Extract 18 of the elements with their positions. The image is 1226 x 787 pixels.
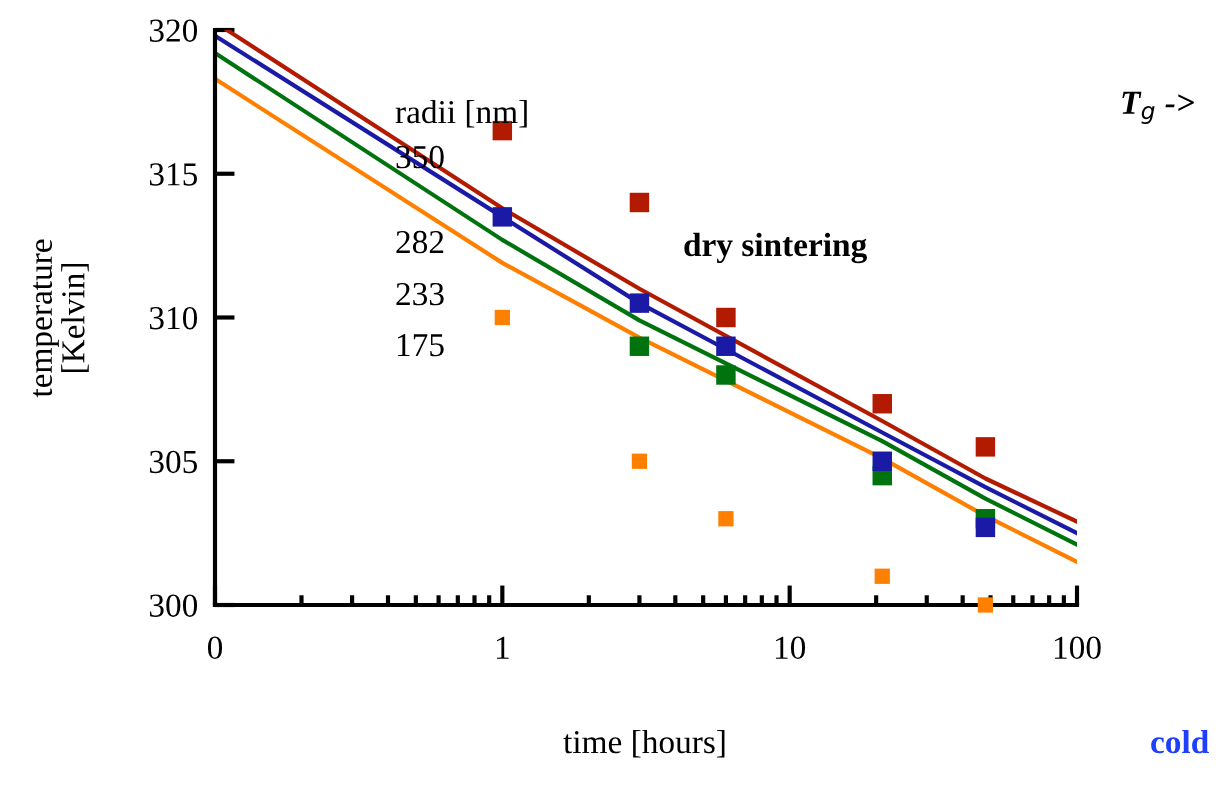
x-tick-label: 1: [496, 636, 509, 659]
y-axis-title: temperature [Kelvin]: [32, 239, 89, 398]
y-tick-label: 300: [149, 594, 198, 617]
x-tick-label: 100: [1054, 636, 1101, 660]
annotation: radii [nm]: [395, 99, 527, 128]
annotation: 175: [397, 334, 444, 357]
annotation: 233: [396, 282, 444, 306]
y-tick-label: 305: [149, 450, 198, 474]
annotation: dry sintering: [684, 232, 867, 264]
y-tick-label: 315: [149, 163, 198, 186]
text: T$_{g}$ ->: [1122, 91, 1194, 124]
x-axis-title: time [hours]: [563, 729, 725, 758]
text: cold: [1151, 729, 1209, 754]
annotation: 282: [396, 230, 444, 254]
x-tick-label: 10: [775, 636, 806, 660]
y-tick-label: 310: [149, 306, 198, 330]
y-tick-label: 320: [149, 19, 198, 42]
x-tick-label: 0: [207, 636, 223, 660]
